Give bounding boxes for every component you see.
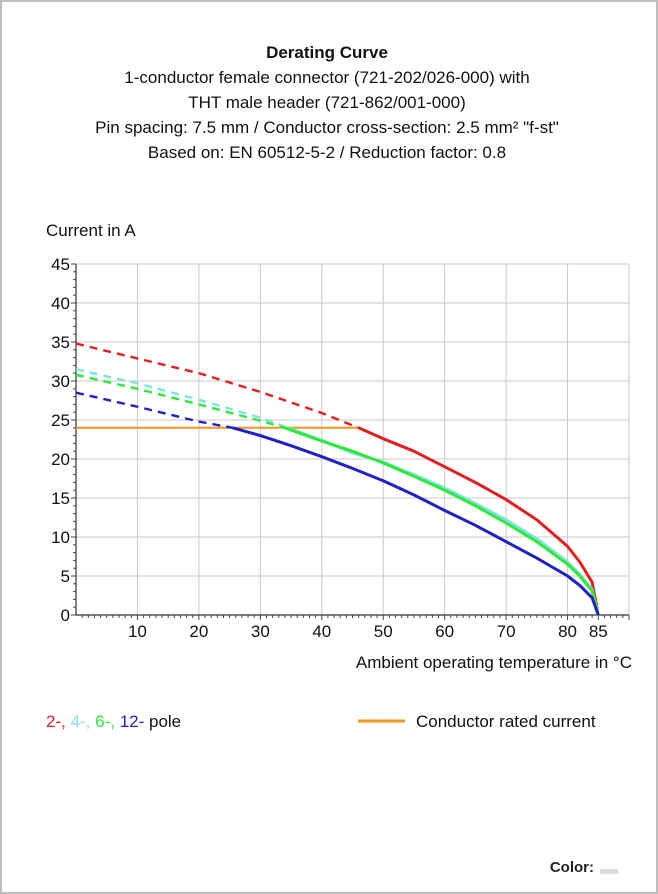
x-tick-label: 70 [497, 622, 516, 641]
legend-pole-part: 6-, [90, 712, 115, 731]
y-tick-label: 30 [51, 372, 70, 391]
series-6-line [284, 426, 600, 616]
legend-rated-label: Conductor rated current [416, 712, 596, 731]
chart-title: Derating Curve [266, 43, 388, 62]
chart-titles: Derating Curve 1-conductor female connec… [0, 40, 654, 165]
y-axis-label: Current in A [46, 221, 136, 240]
legend-pole-part: 2-, [46, 712, 66, 731]
series-4-dashed-line [75, 368, 289, 429]
series-2-line [357, 426, 600, 616]
x-tick-label: 50 [374, 622, 393, 641]
y-tick-label: 0 [61, 606, 70, 625]
y-tick-label: 40 [51, 294, 70, 313]
y-tick-label: 25 [51, 411, 70, 430]
series-4-line [287, 426, 600, 616]
color-indicator: Color: [550, 859, 618, 876]
legend-pole-part: pole [144, 712, 181, 731]
x-tick-label: 60 [435, 622, 454, 641]
chart-subtitle-line-2: THT male header (721-862/001-000) [188, 93, 466, 112]
series-12-dashed-line [75, 391, 233, 429]
color-swatch [600, 869, 618, 874]
chart-subtitle-line-3: Pin spacing: 7.5 mm / Conductor cross-se… [95, 118, 559, 137]
y-tick-label: 35 [51, 333, 70, 352]
legend-pole-part: 4-, [66, 712, 91, 731]
x-tick-label: 85 [589, 622, 608, 641]
legend-pole-label: 2-, 4-, 6-, 12- pole [46, 712, 181, 731]
series-6-dashed-line [75, 373, 286, 429]
chart-subtitle-line-1: 1-conductor female connector (721-202/02… [124, 68, 530, 87]
series-2-dashed-line [75, 342, 360, 429]
x-axis-label: Ambient operating temperature in °C [356, 653, 632, 672]
x-tick-label: 80 [558, 622, 577, 641]
y-tick-label: 45 [51, 255, 70, 274]
y-tick-label: 20 [51, 450, 70, 469]
x-tick-label: 40 [312, 622, 331, 641]
x-tick-label: 20 [189, 622, 208, 641]
x-tick-label: 10 [128, 622, 147, 641]
y-tick-label: 5 [61, 567, 70, 586]
series-12-line [232, 426, 600, 616]
legend-pole-part: 12- [115, 712, 144, 731]
y-tick-label: 10 [51, 528, 70, 547]
chart-subtitle-line-4: Based on: EN 60512-5-2 / Reduction facto… [147, 143, 507, 162]
color-label: Color: [549, 859, 594, 876]
y-tick-label: 15 [51, 489, 70, 508]
x-tick-label: 30 [251, 622, 270, 641]
